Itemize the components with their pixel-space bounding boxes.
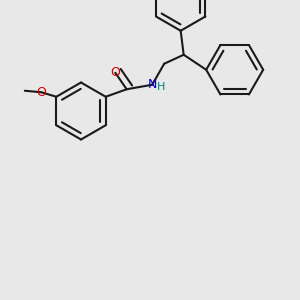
Text: O: O xyxy=(36,86,46,99)
Text: H: H xyxy=(157,82,165,92)
Text: O: O xyxy=(110,66,120,79)
Text: N: N xyxy=(148,78,157,91)
